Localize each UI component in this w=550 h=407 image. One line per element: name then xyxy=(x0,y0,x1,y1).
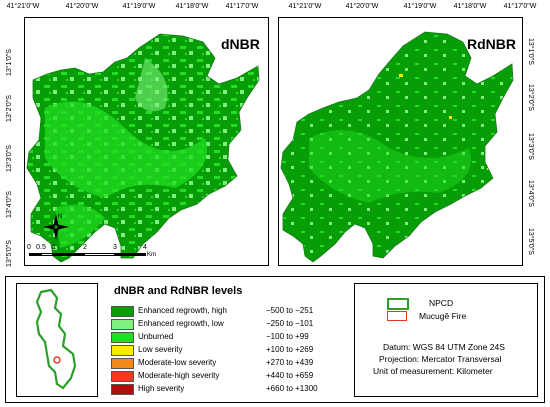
left-top-tick-4: 41°18'0"W xyxy=(175,3,209,10)
legend-item-label: Low severity xyxy=(138,345,183,354)
left-side-tick-5: 13°5'0"S xyxy=(6,240,13,267)
legend-item: Unburned −100 to +99 xyxy=(111,331,341,343)
right-top-tick-2: 41°20'0"W xyxy=(345,3,379,10)
legend-swatch xyxy=(111,332,134,343)
legend-item: Moderate-low severity +270 to +439 xyxy=(111,357,341,369)
rdnbr-map-panel: RdNBR xyxy=(278,17,523,266)
npcd-boundary-right xyxy=(280,31,514,263)
legend-item: High severity +660 to +1300 xyxy=(111,383,341,395)
fire-swatch xyxy=(387,311,407,321)
legend-item-label: Unburned xyxy=(138,332,174,341)
npcd-label: NPCD xyxy=(429,298,454,308)
scale-label-3: 3 xyxy=(113,244,117,251)
scale-bar: 0 0.5 1 2 3 4 Km xyxy=(25,244,268,264)
north-arrow-icon xyxy=(43,214,69,240)
left-top-tick-5: 41°17'0"W xyxy=(225,3,259,10)
left-side-tick-3: 13°3'0"S xyxy=(6,145,13,172)
legend-item-range: +440 to +659 xyxy=(266,371,314,380)
legend-item-label: Enhanced regrowth, high xyxy=(138,306,227,315)
right-side-tick-4: 13°4'0"S xyxy=(527,180,534,207)
unit-text: Unit of measurement: Kilometer xyxy=(373,366,493,376)
legend-item-label: Moderate-low severity xyxy=(138,358,217,367)
left-top-tick-2: 41°20'0"W xyxy=(65,3,99,10)
scale-label-4: 4 xyxy=(143,244,147,251)
scale-label-0-5: 0.5 xyxy=(36,244,46,251)
legend-item-range: −100 to +99 xyxy=(266,332,309,341)
dnbr-map-canvas xyxy=(26,33,260,263)
legend-item: Moderate-high severity +440 to +659 xyxy=(111,370,341,382)
legend-item: Enhanced regrowth, high −500 to −251 xyxy=(111,305,341,317)
locator-map xyxy=(35,288,77,390)
locator-inset xyxy=(16,283,98,397)
legend-item: Low severity +100 to +269 xyxy=(111,344,341,356)
legend-list: Enhanced regrowth, high −500 to −251 Enh… xyxy=(111,305,341,400)
legend-item-range: +660 to +1300 xyxy=(266,384,318,393)
scale-unit: Km xyxy=(147,252,156,258)
legend-item-label: Moderate-high severity xyxy=(138,371,220,380)
scale-label-1: 1 xyxy=(52,244,56,251)
right-side-tick-5: 13°5'0"S xyxy=(527,228,534,255)
right-side-tick-3: 13°3'0"S xyxy=(527,133,534,160)
legend-item-range: −500 to −251 xyxy=(266,306,314,315)
dnbr-map-panel: dNBR N 0 0.5 1 2 3 4 Km xyxy=(24,17,269,266)
legend-item-range: −250 to −101 xyxy=(266,319,314,328)
legend-swatch xyxy=(111,358,134,369)
legend-swatch xyxy=(111,306,134,317)
datum-text: Datum: WGS 84 UTM Zone 24S xyxy=(383,342,505,352)
left-side-tick-1: 13°1'0"S xyxy=(6,49,13,76)
legend-swatch xyxy=(111,319,134,330)
rdnbr-map-title: RdNBR xyxy=(467,36,516,52)
fire-label: Mucugê Fire xyxy=(419,311,467,321)
projection-text: Projection: Mercator Transversal xyxy=(379,354,502,364)
scale-label-2: 2 xyxy=(83,244,87,251)
right-top-tick-5: 41°17'0"W xyxy=(503,3,537,10)
north-arrow-label: N xyxy=(58,214,63,220)
legend-swatch xyxy=(111,345,134,356)
legend-panel: dNBR and RdNBR levels Enhanced regrowth,… xyxy=(5,276,545,403)
legend-item: Enhanced regrowth, low −250 to −101 xyxy=(111,318,341,330)
dnbr-map-title: dNBR xyxy=(221,36,260,52)
right-top-tick-4: 41°18'0"W xyxy=(453,3,487,10)
legend-title: dNBR and RdNBR levels xyxy=(114,285,243,297)
scale-label-0: 0 xyxy=(27,244,31,251)
left-top-tick-1: 41°21'0"W xyxy=(6,3,40,10)
legend-item-label: High severity xyxy=(138,384,185,393)
left-top-tick-3: 41°19'0"W xyxy=(122,3,156,10)
left-side-tick-2: 13°2'0"S xyxy=(6,95,13,122)
legend-swatch xyxy=(111,371,134,382)
legend-item-range: +270 to +439 xyxy=(266,358,314,367)
legend-item-label: Enhanced regrowth, low xyxy=(138,319,224,328)
right-top-tick-3: 41°19'0"W xyxy=(403,3,437,10)
right-top-tick-1: 41°21'0"W xyxy=(288,3,322,10)
legend-swatch xyxy=(111,384,134,395)
rdnbr-map-canvas xyxy=(280,31,514,263)
legend-item-range: +100 to +269 xyxy=(266,345,314,354)
left-side-tick-4: 13°4'0"S xyxy=(6,191,13,218)
right-side-tick-2: 13°2'0"S xyxy=(527,84,534,111)
info-box: NPCD Mucugê Fire Datum: WGS 84 UTM Zone … xyxy=(354,283,538,397)
npcd-swatch xyxy=(387,298,409,310)
npcd-boundary-left xyxy=(26,33,260,263)
right-side-tick-1: 13°1'0"S xyxy=(527,38,534,65)
